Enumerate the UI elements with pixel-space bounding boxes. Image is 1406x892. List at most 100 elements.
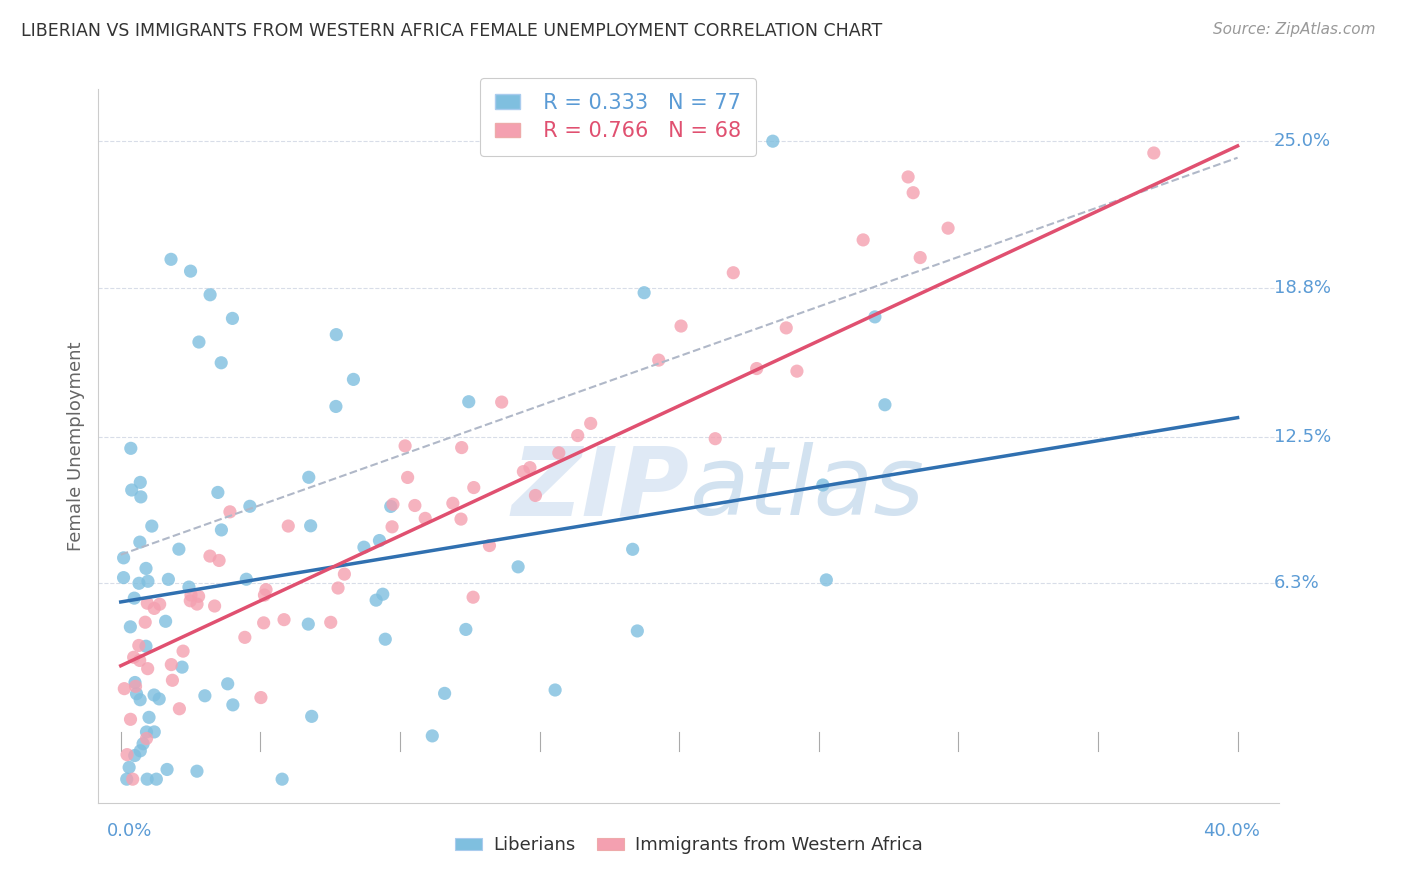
Point bbox=[371, 587, 394, 601]
Point bbox=[463, 481, 485, 495]
Point bbox=[155, 615, 177, 629]
Point bbox=[136, 772, 159, 787]
Point bbox=[253, 615, 276, 630]
Point bbox=[366, 593, 388, 607]
Point bbox=[626, 624, 648, 638]
Point bbox=[186, 597, 208, 611]
Point bbox=[908, 251, 931, 265]
Point bbox=[457, 394, 479, 409]
Point bbox=[145, 772, 167, 787]
Point bbox=[450, 441, 472, 455]
Text: LIBERIAN VS IMMIGRANTS FROM WESTERN AFRICA FEMALE UNEMPLOYMENT CORRELATION CHART: LIBERIAN VS IMMIGRANTS FROM WESTERN AFRI… bbox=[21, 22, 883, 40]
Point bbox=[136, 574, 159, 589]
Text: 6.3%: 6.3% bbox=[1274, 574, 1320, 592]
Point bbox=[901, 186, 924, 200]
Point bbox=[112, 681, 135, 696]
Point bbox=[239, 500, 262, 514]
Point bbox=[454, 623, 477, 637]
Point bbox=[786, 364, 808, 378]
Point bbox=[219, 505, 242, 519]
Point bbox=[396, 470, 419, 484]
Point bbox=[325, 327, 347, 342]
Point bbox=[156, 763, 179, 777]
Point bbox=[775, 321, 797, 335]
Point bbox=[124, 675, 146, 690]
Point bbox=[897, 169, 920, 184]
Point bbox=[863, 310, 886, 324]
Text: atlas: atlas bbox=[689, 442, 924, 535]
Point bbox=[132, 737, 155, 751]
Point bbox=[567, 428, 589, 442]
Point bbox=[633, 285, 655, 300]
Point bbox=[112, 571, 135, 585]
Point bbox=[450, 512, 472, 526]
Point bbox=[149, 597, 172, 611]
Point bbox=[579, 417, 602, 431]
Point bbox=[128, 535, 150, 549]
Point bbox=[160, 657, 183, 672]
Point bbox=[135, 639, 157, 653]
Point bbox=[222, 698, 245, 712]
Point bbox=[873, 398, 896, 412]
Point bbox=[207, 485, 229, 500]
Point bbox=[177, 580, 200, 594]
Point bbox=[723, 266, 745, 280]
Point bbox=[124, 591, 146, 606]
Point bbox=[811, 478, 834, 492]
Point bbox=[524, 488, 547, 502]
Point bbox=[135, 731, 157, 746]
Point bbox=[143, 601, 166, 615]
Point bbox=[112, 550, 135, 565]
Point bbox=[299, 518, 322, 533]
Legend: Liberians, Immigrants from Western Africa: Liberians, Immigrants from Western Afric… bbox=[449, 830, 929, 862]
Point bbox=[141, 519, 163, 533]
Point bbox=[124, 748, 146, 763]
Point bbox=[461, 591, 484, 605]
Point bbox=[180, 588, 202, 602]
Point bbox=[326, 581, 349, 595]
Point bbox=[208, 553, 231, 567]
Point bbox=[221, 311, 243, 326]
Point bbox=[380, 500, 402, 514]
Point bbox=[198, 287, 221, 301]
Point bbox=[129, 692, 152, 706]
Text: 12.5%: 12.5% bbox=[1274, 427, 1331, 445]
Point bbox=[297, 617, 319, 632]
Point bbox=[325, 400, 347, 414]
Point bbox=[441, 496, 464, 510]
Point bbox=[135, 725, 157, 739]
Point bbox=[704, 432, 727, 446]
Point bbox=[374, 632, 396, 647]
Point bbox=[273, 613, 295, 627]
Point bbox=[669, 319, 692, 334]
Point bbox=[420, 729, 443, 743]
Point bbox=[217, 677, 239, 691]
Point bbox=[233, 631, 256, 645]
Point bbox=[122, 650, 145, 665]
Point bbox=[319, 615, 342, 630]
Point bbox=[512, 465, 534, 479]
Point bbox=[277, 519, 299, 533]
Point bbox=[413, 511, 436, 525]
Point bbox=[120, 442, 142, 456]
Point bbox=[648, 353, 671, 368]
Point bbox=[381, 520, 404, 534]
Point bbox=[508, 559, 530, 574]
Point bbox=[143, 688, 166, 702]
Point bbox=[120, 620, 142, 634]
Point bbox=[544, 683, 567, 698]
Point bbox=[936, 221, 959, 235]
Point bbox=[136, 596, 159, 610]
Point bbox=[118, 760, 141, 774]
Point bbox=[169, 702, 191, 716]
Point bbox=[180, 264, 202, 278]
Point bbox=[160, 252, 183, 267]
Point bbox=[209, 356, 232, 370]
Point bbox=[250, 690, 273, 705]
Point bbox=[135, 561, 157, 575]
Point bbox=[170, 660, 193, 674]
Point bbox=[172, 644, 194, 658]
Y-axis label: Female Unemployment: Female Unemployment bbox=[66, 342, 84, 550]
Point bbox=[187, 589, 209, 603]
Point bbox=[478, 539, 501, 553]
